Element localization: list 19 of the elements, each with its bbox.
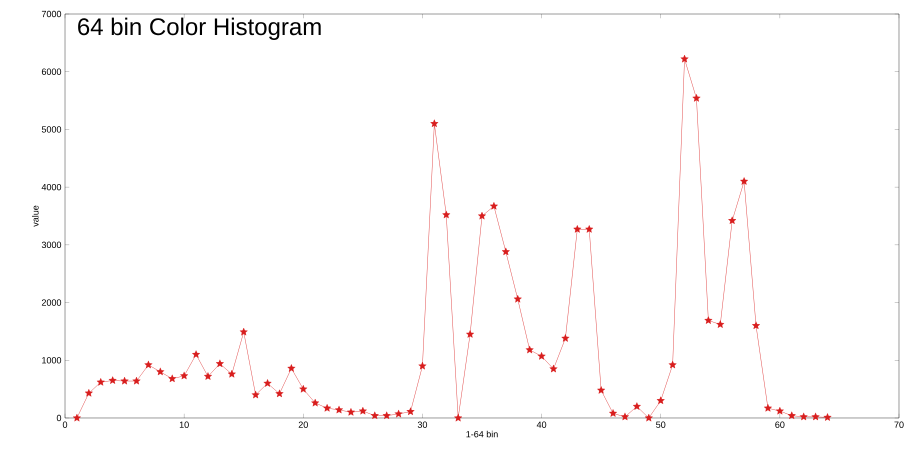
y-tick-label: 7000 — [42, 10, 62, 18]
x-tick-label: 70 — [894, 422, 904, 428]
x-tick-label: 50 — [656, 422, 666, 428]
x-tick-label: 60 — [775, 422, 785, 428]
y-tick-label: 2000 — [42, 299, 62, 306]
x-tick-label: 40 — [536, 422, 546, 428]
x-tick-label: 10 — [180, 422, 189, 428]
x-tick-label: 20 — [298, 422, 308, 428]
y-axis-title: value — [32, 206, 39, 227]
x-axis-title: 1-64 bin — [466, 430, 498, 438]
y-tick-label: 5000 — [42, 126, 62, 133]
y-tick-label: 0 — [56, 414, 62, 422]
chart-title: 64 bin Color Histogram — [78, 18, 321, 40]
y-tick-label: 6000 — [42, 68, 62, 75]
y-tick-label: 4000 — [42, 184, 62, 190]
y-tick-label: 1000 — [42, 357, 62, 364]
x-tick-label: 0 — [62, 422, 68, 428]
y-tick-label: 3000 — [42, 242, 62, 248]
x-tick-label: 30 — [418, 422, 428, 428]
